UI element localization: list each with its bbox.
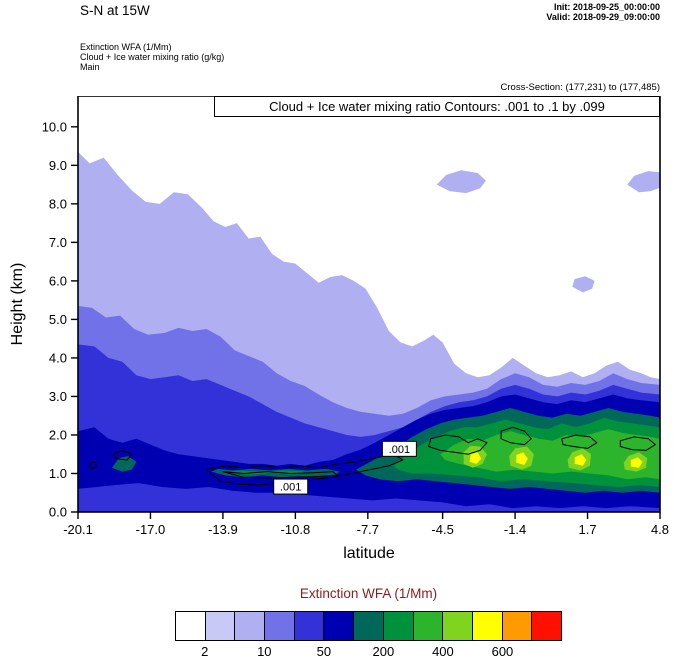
y-tick-label: 5.0 [49,312,67,327]
colorbar-cell [382,611,414,641]
colorbar-tick-label: 10 [257,644,272,659]
colorbar-cell [323,611,355,641]
cloud-contour-line [428,434,488,455]
y-tick-label: 1.0 [49,466,67,481]
plot-border [77,96,661,513]
colorbar-cell [293,611,325,641]
y-tick-label: 6.0 [49,273,67,288]
colorbar-cell [204,611,236,641]
colorbar-labels: 2 10 50 200 400 600 [175,644,562,662]
page-title: S-N at 15W [80,3,150,18]
y-tick-label: 4.0 [49,350,67,365]
colorbar-cell [501,611,533,641]
contour-label-box [381,440,417,457]
y-tick-label: 10.0 [42,119,67,134]
contour-label: .001 [280,482,301,494]
colorbar-tick-label: 2 [201,644,209,659]
fill-region [436,170,486,194]
colorbar-cell [471,611,503,641]
colorbar-cell [234,611,266,641]
x-tick-label: 4.8 [651,522,669,537]
fill-region [572,276,595,293]
colorbar-cell [442,611,473,641]
cross-section-plot: .001 .001 -20.1 -17.0 -13.9 -10.8 -7.7 -4.5 -1.4… [42,96,669,537]
colorbar-title: Extinction WFA (1/Mm) [299,586,438,601]
colorbar-cell [175,611,206,641]
cloud-contour-line [500,426,532,446]
plot-contour-title: Cloud + Ice water mixing ratio Contours:… [214,96,660,117]
cloud-contour-line [619,436,656,451]
fill-region [111,456,137,472]
y-tick-label: 9.0 [49,158,67,173]
x-tick-label: -4.5 [431,522,453,537]
fill-region [627,171,660,193]
field-name-extinction: Extinction WFA (1/Mm) [80,42,172,52]
fill-region [407,199,429,214]
x-tick-label: -13.9 [208,522,238,537]
colorbar-tick-label: 600 [491,644,514,659]
x-tick-label: -1.4 [504,522,526,537]
colorbar-tick-label: 400 [432,644,454,659]
y-tick-label: 3.0 [49,389,67,404]
colorbar-cell [264,611,295,641]
x-tick-label: -7.7 [357,522,379,537]
field-name-cloud-ice: Cloud + Ice water mixing ratio (g/kg) [80,52,225,62]
contour-label-box [273,478,309,495]
colorbar-cell [531,611,562,641]
fill-region [574,454,587,466]
x-tick-label: -10.8 [281,522,311,537]
fill-region [630,457,643,468]
y-tick-label: 8.0 [49,196,67,211]
colorbar-tick-label: 50 [316,644,332,659]
cloud-contour-line [561,434,598,449]
x-tick-label: 1.7 [579,522,597,537]
cloud-contour-line [112,449,133,461]
y-axis-label: Height (km) [9,262,26,346]
x-axis-label: latitude [343,545,395,562]
y-tick-label: 0.0 [49,505,67,520]
fill-region [516,452,528,465]
fill-region [469,452,482,464]
x-tick-label: -17.0 [136,522,166,537]
y-tick-label: 7.0 [49,235,67,250]
cloud-contour-line [206,453,404,486]
init-time-label: Init: 2018-09-25_00:00:00 [553,2,660,12]
cloud-contour-line [89,460,98,470]
x-tick-label: -20.1 [63,522,93,537]
colorbar-cell [412,611,444,641]
colorbar-cell [353,611,384,641]
cross-section-label: Cross-Section: (177,231) to (177,485) [500,82,660,93]
fill-region [440,429,660,480]
cloud-contour-line [222,471,338,479]
field-name-domain: Main [80,62,100,72]
valid-time-label: Valid: 2018-09-29_09:00:00 [546,12,660,22]
colorbar-tick-label: 200 [372,644,395,659]
y-tick-label: 2.0 [49,427,67,442]
colorbar [175,611,562,641]
fill-region [321,142,387,183]
contour-label: .001 [389,444,410,456]
